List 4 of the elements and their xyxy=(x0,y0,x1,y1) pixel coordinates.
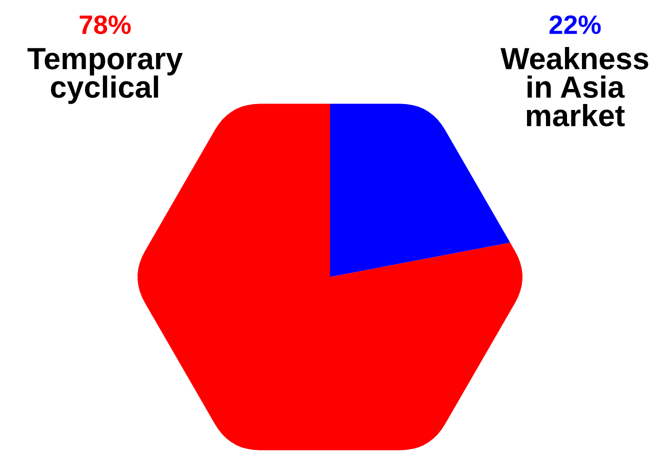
data-label: 78% xyxy=(80,15,131,34)
slice-label: Temporary cyclical xyxy=(28,48,183,104)
data-label: 22% xyxy=(550,15,601,34)
slice-label: Weakness in Asia market xyxy=(500,47,648,126)
